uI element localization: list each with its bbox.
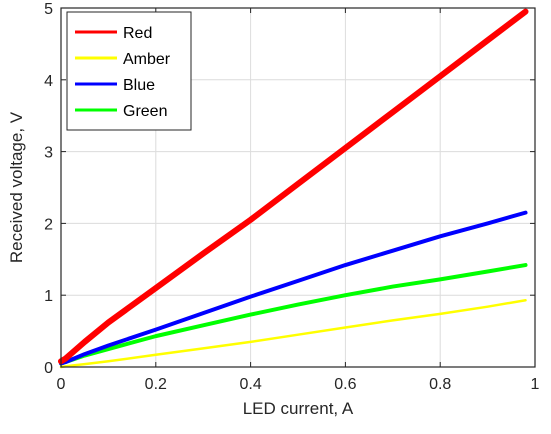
x-tick-label: 0 [57,376,66,393]
x-tick-label: 0.2 [145,376,167,393]
y-tick-label: 5 [44,1,53,18]
series-line-amber [59,298,527,369]
legend-items: Red Amber Blue Green [75,25,171,120]
y-tick-label: 1 [44,288,53,305]
series-line-blue [59,210,528,366]
legend: Red Amber Blue Green [66,11,192,131]
axis-ticks: 0 0.2 0.4 0.6 0.8 1 0 1 2 3 4 5 [44,1,539,393]
x-tick-label: 1 [531,376,540,393]
legend-label-amber: Amber [123,51,171,68]
x-axis-label: LED current, A [243,399,354,418]
y-tick-label: 3 [44,145,53,162]
series-line-green [59,263,528,366]
series-line-red [58,8,529,365]
legend-label-blue: Blue [123,77,155,94]
y-tick-label: 4 [44,73,53,90]
plot-frame [60,7,536,368]
x-tick-label: 0.8 [429,376,451,393]
legend-label-red: Red [123,25,152,42]
series-lines [58,8,529,369]
x-tick-label: 0.4 [239,376,261,393]
y-axis-label: Received voltage, V [7,111,26,263]
x-tick-label: 0.6 [334,376,356,393]
y-tick-label: 0 [44,360,53,377]
legend-label-green: Green [123,103,167,120]
y-tick-label: 2 [44,216,53,233]
